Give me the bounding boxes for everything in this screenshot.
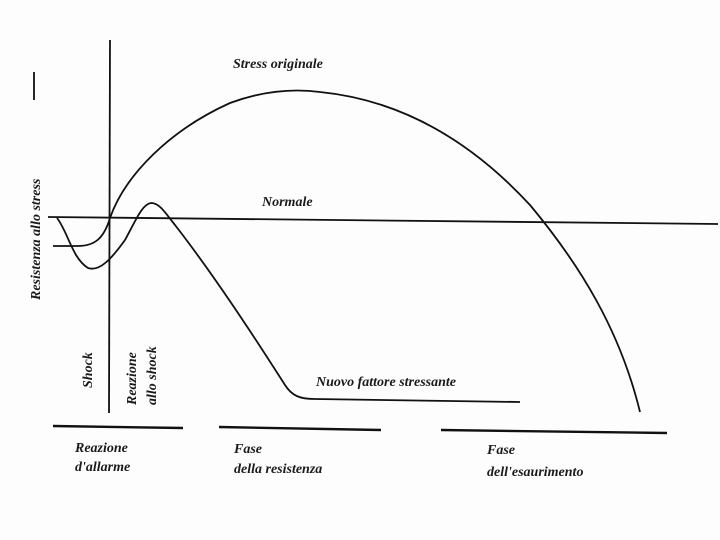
alarm-phase-label-1: Reazione xyxy=(74,441,128,456)
resistance-phase-label-1: Fase xyxy=(233,442,262,457)
exhaustion-phase-label-1: Fase xyxy=(486,443,515,458)
shock-reaction-label-1: Reazione xyxy=(125,352,140,406)
original-stress-label: Stress originale xyxy=(233,57,323,72)
alarm-divider-line xyxy=(108,39,111,414)
y-axis-label: Resistenza allo stress xyxy=(29,178,44,301)
resistance-phase-bar xyxy=(218,425,382,432)
alarm-phase-bar xyxy=(52,424,184,430)
new-stressor-label: Nuovo fattore stressante xyxy=(315,375,456,390)
exhaustion-phase-bar xyxy=(440,428,668,435)
shock-label: Shock xyxy=(81,352,96,388)
original-stress-curve xyxy=(53,89,641,413)
alarm-phase-label-2: d'allarme xyxy=(75,460,130,475)
normal-level-line xyxy=(47,216,719,225)
exhaustion-phase-label-2: dell'esaurimento xyxy=(487,465,583,480)
resistance-phase-label-2: della resistenza xyxy=(234,462,322,477)
shock-reaction-label-2: allo shock xyxy=(145,346,160,405)
new-stressor-curve xyxy=(56,202,521,403)
normal-label: Normale xyxy=(261,195,313,210)
